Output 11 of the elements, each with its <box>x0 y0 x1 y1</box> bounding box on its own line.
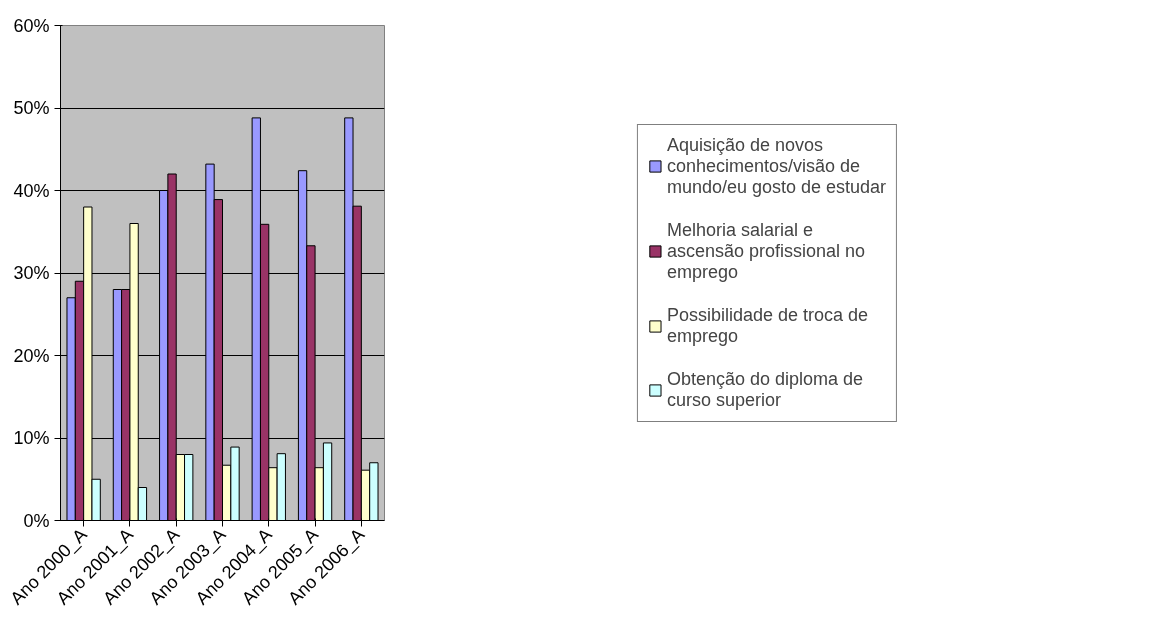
y-tick-label: 10% <box>13 428 50 448</box>
legend-label: Melhoria salarial e ascensão profissional no emprego <box>666 219 866 283</box>
y-tick-label: 40% <box>13 180 50 201</box>
legend-label: Aquisição de novos conhecimentos/visão de mundo/eu gosto de estudar <box>666 134 887 198</box>
legend-label: Possibilidade de troca de emprego <box>666 304 869 347</box>
y-tick-label: 0% <box>23 510 50 531</box>
y-tick-label: 20% <box>13 345 50 366</box>
y-tick-label: 30% <box>13 263 50 283</box>
y-tick-label: 60% <box>13 15 50 36</box>
legend-label: Obtenção do diploma de curso superior <box>666 368 864 411</box>
y-tick-label: 50% <box>13 98 50 118</box>
